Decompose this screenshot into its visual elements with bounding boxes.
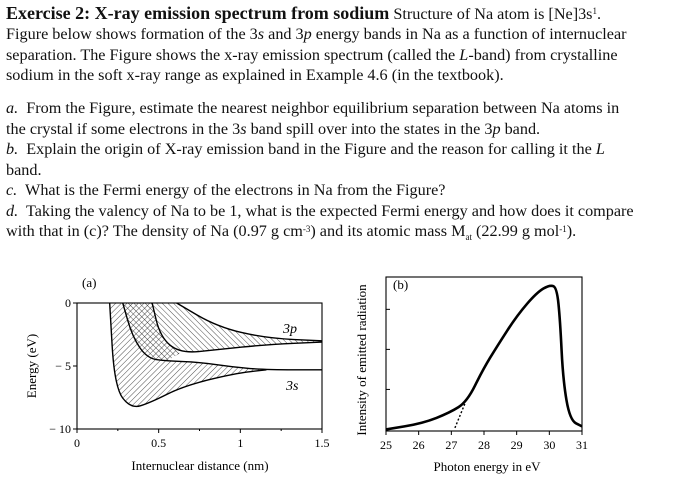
x-tick-label: 0 bbox=[74, 436, 80, 450]
x-tick-label: 26 bbox=[413, 438, 425, 452]
superscript: -3 bbox=[302, 224, 311, 234]
y-tick-label: − 10 bbox=[49, 422, 71, 436]
x-tick-label: 27 bbox=[445, 438, 457, 452]
band-label-3s: 3s bbox=[285, 379, 299, 394]
text: the crystal if some electrons in the 3 bbox=[6, 119, 241, 138]
text: From the Figure, estimate the nearest ne… bbox=[26, 99, 620, 117]
plot-frame bbox=[385, 276, 583, 432]
text: L bbox=[459, 45, 469, 64]
y-tick-label: − 5 bbox=[55, 359, 71, 373]
exercise-title-line: Exercise 2: X-ray emission spectrum from… bbox=[6, 3, 601, 24]
text: p bbox=[492, 119, 501, 138]
text: s bbox=[240, 119, 247, 138]
band-3s-lower-edge bbox=[108, 302, 267, 408]
text: s bbox=[257, 25, 265, 43]
superscript: 1 bbox=[592, 6, 598, 16]
question-d: d. Taking the valency of Na to be 1, wha… bbox=[6, 201, 634, 221]
text: ) and its atomic mass M bbox=[310, 222, 466, 240]
x-tick-label: 1.5 bbox=[315, 436, 330, 450]
text: Explain the origin of X-ray emission ban… bbox=[26, 140, 596, 158]
x-tick-label: 31 bbox=[576, 438, 588, 452]
x-axis-label: Internuclear distance (nm) bbox=[131, 458, 268, 473]
emission-curve bbox=[385, 284, 583, 431]
text: Figure below shows formation of the 3 bbox=[6, 25, 258, 43]
intro-line: Figure below shows formation of the 3s a… bbox=[6, 24, 627, 44]
text: p bbox=[303, 25, 312, 43]
question-b-cont: band. bbox=[6, 160, 42, 179]
panel-b-emission-spectrum: (b) Intensity of emitted radiation Photo… bbox=[354, 276, 588, 474]
text: Taking the valency of Na to be 1, what i… bbox=[25, 201, 634, 220]
x-tick-label: 30 bbox=[543, 438, 555, 452]
question-label: b. bbox=[6, 140, 19, 158]
band-3s-area bbox=[109, 303, 267, 407]
question-c: c. What is the Fermi energy of the elect… bbox=[6, 180, 446, 200]
panel-a-band-diagram: (a) Energy (eV) Internuclear distance (n… bbox=[24, 275, 330, 473]
panel-a-label: (a) bbox=[82, 275, 96, 290]
band-3p-area bbox=[152, 303, 322, 352]
y-tick-label: 0 bbox=[65, 296, 71, 310]
subscript: at bbox=[465, 232, 472, 243]
superscript: -1 bbox=[559, 224, 567, 234]
band-label-3p: 3p bbox=[282, 322, 297, 337]
question-d-cont: with that in (c)? The density of Na (0.9… bbox=[6, 221, 576, 247]
x-axis-label: Photon energy in eV bbox=[434, 459, 542, 474]
band-3p-upper-edge bbox=[176, 302, 323, 342]
x-tick-label: 25 bbox=[380, 438, 392, 452]
question-b: b. Explain the origin of X-ray emission … bbox=[6, 139, 605, 159]
x-tick-label: 28 bbox=[478, 438, 490, 452]
text: -band) from crystalline bbox=[468, 45, 618, 64]
intro-line: sodium in the soft x-ray range as explai… bbox=[6, 66, 504, 84]
intro-line: separation. The Figure shows the x-ray e… bbox=[6, 45, 618, 65]
text: band. bbox=[500, 119, 541, 138]
y-axis-label: Energy (eV) bbox=[24, 334, 39, 398]
text: L bbox=[595, 140, 605, 158]
question-label: d. bbox=[6, 201, 19, 220]
intro-text: Structure of Na atom is [Ne]3s bbox=[393, 5, 593, 23]
question-label: c. bbox=[6, 181, 18, 199]
text: energy bands in Na as a function of inte… bbox=[311, 25, 627, 43]
text: with that in (c)? The density of Na (0.9… bbox=[6, 222, 303, 240]
panel-b-label: (b) bbox=[393, 277, 408, 292]
question-a-cont: the crystal if some electrons in the 3s … bbox=[6, 119, 540, 139]
text: What is the Fermi energy of the electron… bbox=[25, 181, 446, 199]
question-a: a. From the Figure, estimate the nearest… bbox=[6, 98, 619, 118]
text: ). bbox=[566, 222, 577, 240]
exercise-title: Exercise 2: X-ray emission spectrum from… bbox=[6, 3, 390, 23]
text: separation. The Figure shows the x-ray e… bbox=[6, 45, 460, 64]
x-tick-label: 0.5 bbox=[151, 436, 166, 450]
y-axis-label: Intensity of emitted radiation bbox=[354, 284, 369, 436]
text: band spill over into the states in the 3 bbox=[246, 119, 493, 138]
x-tick-label: 1 bbox=[237, 436, 243, 450]
text: (22.99 g mol bbox=[471, 222, 560, 240]
x-tick-label: 29 bbox=[511, 438, 523, 452]
intro-text: . bbox=[597, 5, 602, 23]
question-label: a. bbox=[6, 99, 19, 117]
extrapolation-dashed-line bbox=[454, 403, 466, 429]
band-3s-upper-edge bbox=[122, 302, 322, 371]
band-overlap-area bbox=[122, 303, 180, 361]
text: and 3 bbox=[264, 25, 304, 43]
band-3p-lower-edge bbox=[151, 302, 323, 353]
